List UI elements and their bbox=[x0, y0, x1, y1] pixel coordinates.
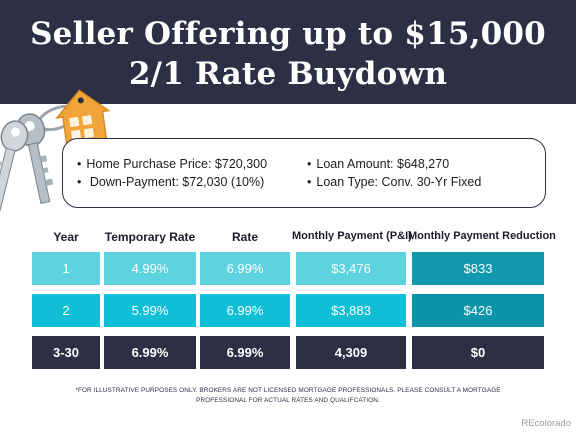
header-monthly-payment-reduction: Monthly Payment Reduction bbox=[408, 230, 556, 242]
loan-amount: • Loan Amount: $648,270 bbox=[307, 157, 449, 171]
down-payment: • Down-Payment: $72,030 (10%) bbox=[77, 175, 264, 189]
bullet: • bbox=[77, 157, 82, 171]
bullet: • bbox=[307, 157, 312, 171]
loan-details-box: • Home Purchase Price: $720,300 • Down-Pa… bbox=[62, 138, 546, 208]
bullet: • bbox=[77, 175, 82, 189]
house-keychain-icon bbox=[0, 89, 111, 212]
row1-monthly-payment: $3,476 bbox=[296, 252, 406, 285]
header-rate: Rate bbox=[231, 230, 258, 244]
bullet: • bbox=[307, 175, 312, 189]
row2-rate: 6.99% bbox=[200, 294, 290, 327]
row2-year: 2 bbox=[32, 294, 100, 327]
row1-rate: 6.99% bbox=[200, 252, 290, 285]
page-title: Seller Offering up to $15,000 bbox=[30, 16, 546, 52]
row1-payment-reduction: $833 bbox=[412, 252, 544, 285]
row3-temporary-rate: 6.99% bbox=[104, 336, 196, 369]
row3-year: 3-30 bbox=[32, 336, 100, 369]
row1-temporary-rate: 4.99% bbox=[104, 252, 196, 285]
header-temporary-rate: Temporary Rate bbox=[104, 230, 196, 244]
row2-payment-reduction: $426 bbox=[412, 294, 544, 327]
row1-year: 1 bbox=[32, 252, 100, 285]
row3-monthly-payment: 4,309 bbox=[296, 336, 406, 369]
loan-type: • Loan Type: Conv. 30-Yr Fixed bbox=[307, 175, 481, 189]
header-year: Year bbox=[53, 230, 79, 244]
row3-payment-reduction: $0 bbox=[412, 336, 544, 369]
home-purchase-price-text: Home Purchase Price: $720,300 bbox=[86, 157, 268, 171]
row2-temporary-rate: 5.99% bbox=[104, 294, 196, 327]
down-payment-text: Down-Payment: $72,030 (10%) bbox=[89, 175, 265, 189]
watermark: REcolorado bbox=[521, 418, 571, 429]
title-banner bbox=[0, 0, 576, 104]
disclaimer-footnote: *FOR ILLUSTRATIVE PURPOSES ONLY. BROKERS… bbox=[75, 387, 501, 404]
loan-amount-text: Loan Amount: $648,270 bbox=[316, 157, 450, 171]
header-monthly-payment: Monthly Payment (P&I) bbox=[292, 230, 412, 242]
loan-type-text: Loan Type: Conv. 30-Yr Fixed bbox=[316, 175, 482, 189]
row3-rate: 6.99% bbox=[200, 336, 290, 369]
page-subtitle: 2/1 Rate Buydown bbox=[128, 56, 448, 92]
home-purchase-price: • Home Purchase Price: $720,300 bbox=[77, 157, 267, 171]
row2-monthly-payment: $3,883 bbox=[296, 294, 406, 327]
